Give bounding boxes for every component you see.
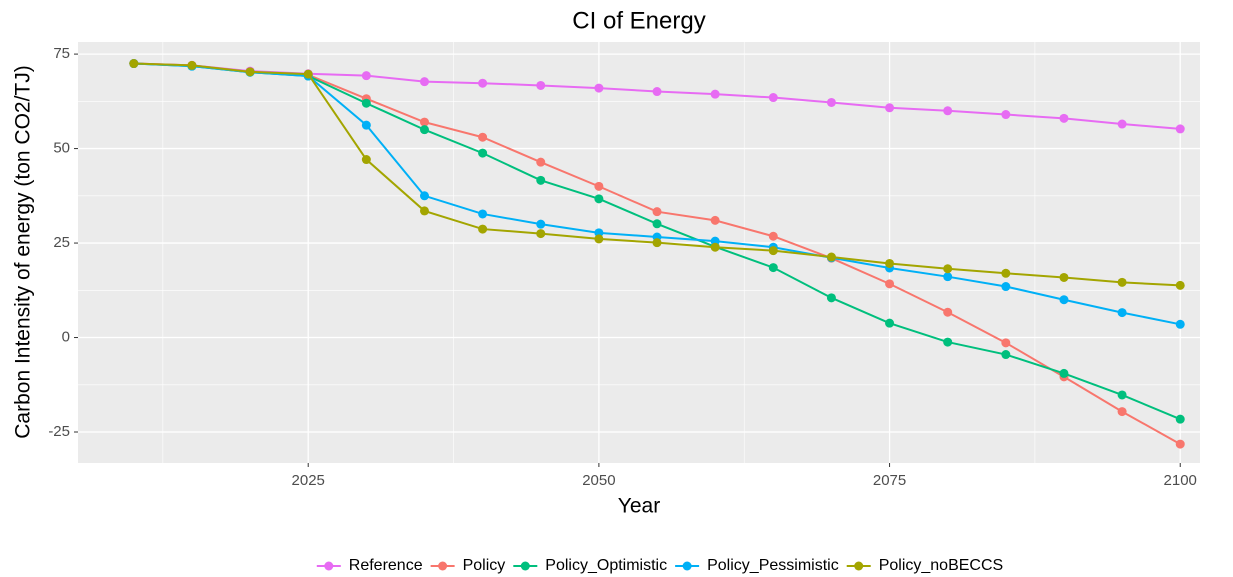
data-point	[303, 69, 313, 79]
data-point	[129, 59, 139, 69]
data-point	[1059, 113, 1069, 123]
data-point	[419, 125, 429, 135]
x-tick-label: 2025	[292, 472, 325, 489]
data-point	[1117, 119, 1127, 129]
data-point	[943, 272, 953, 282]
y-tick-label: 50	[53, 140, 70, 157]
legend-key-dot	[854, 561, 864, 571]
data-point	[536, 229, 546, 239]
x-axis-label: Year	[618, 495, 660, 518]
data-point	[1175, 319, 1185, 329]
y-tick-label: 75	[53, 45, 70, 62]
data-point	[1001, 338, 1011, 348]
data-point	[361, 120, 371, 130]
data-point	[1175, 280, 1185, 290]
data-point	[361, 155, 371, 165]
data-point	[478, 148, 488, 158]
y-axis-label: Carbon Intensity of energy (ton CO2/TJ)	[12, 65, 35, 439]
data-point	[826, 97, 836, 107]
x-tick-label: 2100	[1164, 472, 1197, 489]
data-point	[594, 181, 604, 191]
data-point	[768, 246, 778, 256]
data-point	[478, 209, 488, 219]
x-tick-label: 2075	[873, 472, 906, 489]
data-point	[885, 318, 895, 328]
legend-label: Policy	[463, 557, 506, 574]
data-point	[245, 67, 255, 77]
data-point	[594, 83, 604, 93]
y-tick-label: 25	[53, 234, 70, 251]
data-point	[943, 307, 953, 317]
data-point	[826, 293, 836, 303]
data-point	[1175, 124, 1185, 134]
legend-key-dot	[324, 561, 334, 571]
data-point	[419, 77, 429, 87]
data-point	[1117, 277, 1127, 287]
data-point	[1001, 350, 1011, 360]
data-point	[536, 157, 546, 167]
data-point	[1059, 295, 1069, 305]
data-point	[1001, 268, 1011, 278]
data-point	[710, 89, 720, 99]
data-point	[361, 71, 371, 81]
legend-key-dot	[438, 561, 448, 571]
data-point	[652, 238, 662, 248]
data-point	[478, 132, 488, 142]
data-point	[885, 279, 895, 289]
legend: Reference Policy Policy_Optimistic Policy_P…	[316, 557, 1004, 574]
y-tick-label: 0	[62, 329, 70, 346]
data-point	[943, 337, 953, 347]
data-point	[1059, 368, 1069, 378]
legend-label: Policy_noBECCS	[879, 557, 1004, 574]
data-point	[885, 258, 895, 268]
legend-key-dot	[682, 561, 692, 571]
data-point	[536, 175, 546, 185]
data-point	[361, 98, 371, 108]
data-point	[536, 80, 546, 90]
data-point	[768, 93, 778, 103]
data-point	[652, 207, 662, 217]
data-point	[1059, 272, 1069, 282]
lines	[129, 59, 1185, 449]
data-point	[768, 263, 778, 273]
data-point	[710, 242, 720, 252]
data-point	[1117, 390, 1127, 400]
data-point	[768, 231, 778, 241]
panel	[78, 42, 1200, 463]
data-point	[943, 264, 953, 274]
x-tick-label: 2050	[582, 472, 615, 489]
data-point	[536, 219, 546, 229]
data-point	[826, 252, 836, 262]
legend-key-dot	[520, 561, 530, 571]
data-point	[594, 194, 604, 204]
y-tick-label: -25	[48, 423, 70, 440]
data-point	[419, 191, 429, 201]
data-point	[652, 219, 662, 229]
data-point	[187, 60, 197, 70]
data-point	[478, 78, 488, 88]
data-point	[419, 206, 429, 216]
data-point	[652, 87, 662, 97]
legend-label: Policy_Pessimistic	[707, 557, 839, 574]
data-point	[1001, 110, 1011, 120]
data-point	[478, 224, 488, 234]
data-point	[1175, 414, 1185, 424]
data-point	[1117, 407, 1127, 417]
data-point	[885, 103, 895, 113]
legend-label: Policy_Optimistic	[545, 557, 667, 574]
chart-title: CI of Energy	[572, 7, 705, 34]
data-point	[419, 117, 429, 127]
data-point	[710, 215, 720, 225]
data-point	[594, 234, 604, 244]
data-point	[943, 106, 953, 116]
legend-label: Reference	[349, 557, 423, 574]
data-point	[1001, 282, 1011, 292]
data-point	[1175, 439, 1185, 449]
data-point	[1117, 308, 1127, 318]
